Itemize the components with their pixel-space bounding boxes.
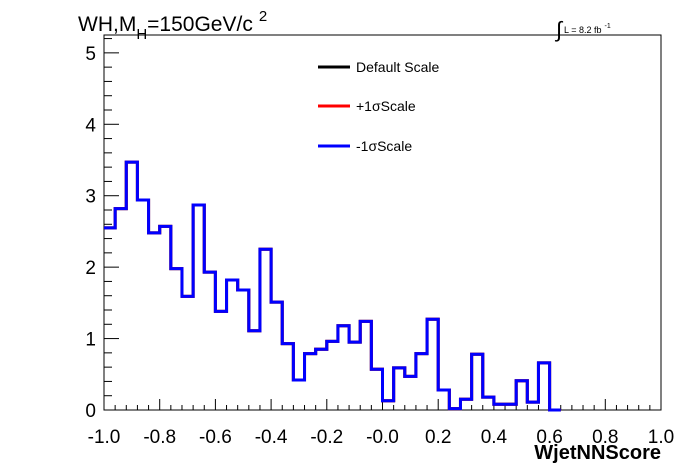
x-tick-label: -0.4: [255, 427, 288, 448]
plot-frame: [103, 34, 662, 411]
y-tick-label: 4: [85, 115, 96, 136]
legend-label: -1σScale: [356, 138, 412, 154]
y-tick-label: 1: [85, 330, 96, 351]
series-line-0: [104, 160, 561, 412]
title-subscript: H: [136, 26, 147, 43]
chart-title: WH,MH=150GeV/c 2: [78, 8, 267, 43]
series-line-1: [104, 160, 561, 412]
y-tick-label: 2: [85, 258, 96, 279]
x-tick-label: -1.0: [88, 427, 121, 448]
y-tick-label: 5: [85, 44, 96, 65]
legend-label: Default Scale: [356, 59, 439, 75]
x-axis-label: WjetNNScore: [534, 442, 661, 464]
series-lines: [104, 160, 561, 412]
x-tick-label: 0.2: [425, 427, 451, 448]
x-tick-label: -0.0: [366, 427, 399, 448]
y-tick-label: 0: [85, 401, 96, 422]
x-tick-label: -0.6: [199, 427, 232, 448]
luminosity-label: ∫ L = 8.2 fb -1: [554, 17, 611, 42]
luminosity-value: L = 8.2 fb: [564, 25, 601, 35]
luminosity-exponent: -1: [604, 23, 610, 30]
x-tick-label: 0.6: [536, 427, 562, 448]
title-main: WH,M: [78, 13, 136, 36]
x-tick-label: 0.4: [481, 427, 508, 448]
y-tick-label: 3: [85, 187, 96, 208]
x-tick-label: -0.2: [310, 427, 343, 448]
tick-labels: -1.0 -0.8 -0.6 -0.4 -0.2 -0.0 0.2 0.4 0.6 0.8 1.0 0…: [85, 44, 674, 448]
x-tick-label: 0.8: [592, 427, 618, 448]
legend-label: +1σScale: [356, 98, 416, 114]
legend: Default Scale +1σScale -1σScale: [318, 59, 439, 154]
title-superscript: 2: [259, 8, 267, 25]
series-line-2: [104, 160, 561, 412]
axes-ticks: [103, 38, 662, 411]
integral-sign: ∫: [554, 17, 564, 42]
x-tick-label: -0.8: [143, 427, 176, 448]
title-rest: =150GeV/c: [147, 13, 253, 36]
x-tick-label: 1.0: [648, 427, 674, 448]
